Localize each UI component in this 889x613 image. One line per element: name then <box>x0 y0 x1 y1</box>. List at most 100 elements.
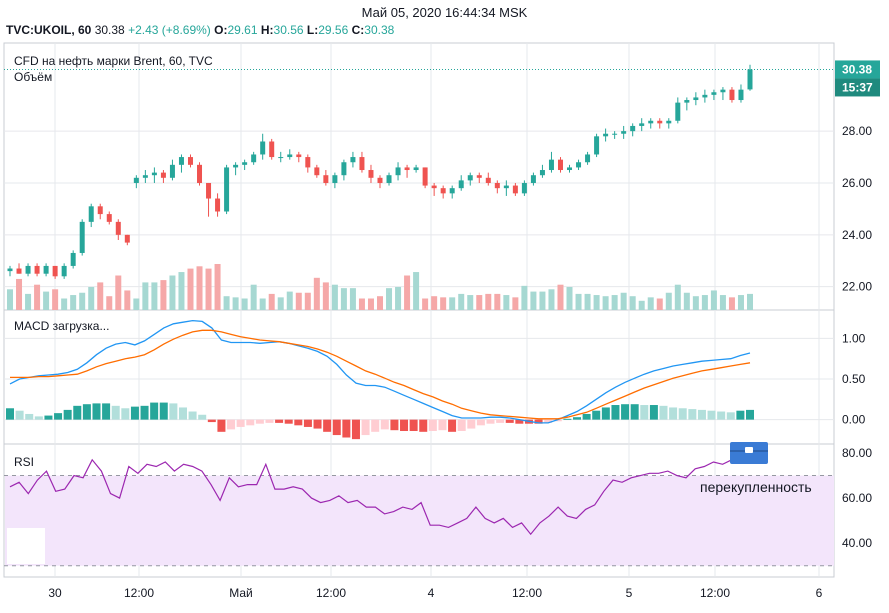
volume-bar <box>367 298 374 310</box>
volume-bar <box>719 295 726 310</box>
macd-axis[interactable]: 1.00 0.50 0.00 <box>842 331 866 426</box>
price-tick: 28.00 <box>842 124 872 138</box>
candle-body <box>684 100 690 103</box>
candle-body <box>187 157 193 165</box>
volume-bar <box>268 293 275 310</box>
volume-bar <box>205 268 212 310</box>
volume-bar <box>151 282 158 310</box>
macd-tick: 0.50 <box>842 372 866 386</box>
volume-bar <box>503 295 510 310</box>
volume-bar <box>241 298 248 310</box>
candle-body <box>305 157 311 168</box>
volume-bar <box>79 292 86 310</box>
rsi-tick: 80.00 <box>842 446 872 460</box>
candle-body <box>97 206 103 215</box>
volume-bar <box>440 297 447 310</box>
signal-line <box>10 329 751 420</box>
candle-body <box>197 164 203 183</box>
volume-bar <box>431 296 438 310</box>
candle-body <box>151 172 157 176</box>
macd-hist-bar <box>505 419 514 423</box>
macd-hist-bar <box>284 419 293 424</box>
macd-hist-bar <box>409 419 418 432</box>
time-tick: 12:00 <box>316 586 346 600</box>
macd-hist-bar <box>573 417 582 420</box>
candle-body <box>440 188 446 194</box>
macd-hist-bar <box>178 407 187 420</box>
candle-body <box>666 120 672 124</box>
candle-body <box>314 167 320 176</box>
candle-body <box>224 167 230 212</box>
volume-bar <box>602 296 609 310</box>
volume-bar <box>494 293 501 310</box>
rsi-pane-title: RSI <box>14 455 35 469</box>
macd-hist-bar <box>640 405 649 420</box>
high-label: H: <box>260 23 274 37</box>
candle-body <box>738 89 744 101</box>
volume-bar <box>512 297 519 310</box>
volume-bar <box>214 264 221 310</box>
candle-body <box>377 177 383 183</box>
candle-body <box>169 164 175 178</box>
macd-tick: 1.00 <box>842 331 866 345</box>
volume-bars <box>7 264 753 310</box>
candle-body <box>612 133 618 135</box>
volume-bar <box>223 296 230 310</box>
low-label: L: <box>306 23 319 37</box>
candle-body <box>702 94 708 98</box>
volume-bar <box>124 290 131 310</box>
candle-body <box>476 175 482 178</box>
rsi-axis[interactable]: 80.00 60.00 40.00 <box>842 446 872 550</box>
candle-body <box>576 162 582 168</box>
volume-bar <box>169 275 176 310</box>
volume-bar <box>485 293 492 310</box>
candle-body <box>368 170 374 178</box>
candle-body <box>106 214 112 222</box>
candle-body <box>287 154 293 158</box>
volume-bar <box>665 292 672 310</box>
volume-bar <box>340 288 347 310</box>
time-tick: 4 <box>428 586 435 600</box>
volume-bar <box>286 291 293 310</box>
price-badge: 30.38 15:37 <box>835 60 880 97</box>
macd-hist-bar <box>553 419 562 422</box>
symbol-label[interactable]: TVC:UKOIL, 60 <box>6 23 92 37</box>
macd-hist-bar <box>457 419 466 432</box>
volume-bar <box>557 284 564 310</box>
candle-body <box>332 175 338 183</box>
volume-bar <box>277 297 284 310</box>
volume-label: Объём <box>14 70 53 84</box>
macd-hist-bar <box>400 419 409 432</box>
candle-body <box>206 182 212 199</box>
macd-hist-bar <box>265 419 274 423</box>
macd-hist-bar <box>621 404 630 420</box>
volume-bar <box>304 292 311 310</box>
macd-hist-bar <box>380 419 389 430</box>
volume-bar <box>97 282 104 310</box>
macd-pane-title: MACD загрузка... <box>14 319 110 333</box>
volume-bar <box>647 297 654 310</box>
rsi-tick: 40.00 <box>842 536 872 550</box>
candle-body <box>52 265 58 277</box>
candle-body <box>585 154 591 163</box>
volume-bar <box>313 277 320 310</box>
volume-bar <box>575 293 582 310</box>
volume-bar <box>620 292 627 310</box>
candle-body <box>43 265 49 274</box>
briefcase-icon[interactable] <box>730 442 768 464</box>
macd-hist-bar <box>448 419 457 432</box>
macd-hist-bar <box>15 410 24 420</box>
macd-hist-bar <box>332 419 341 436</box>
close-label: C: <box>351 23 365 37</box>
macd-hist-bar <box>159 402 168 420</box>
time-axis[interactable]: 30 12:00 Май 12:00 4 12:00 5 12:00 6 <box>48 586 822 600</box>
volume-bar <box>16 278 23 310</box>
volume-bar <box>683 292 690 310</box>
macd-hist-bar <box>630 404 639 420</box>
candle-body <box>594 136 600 155</box>
volume-bar <box>747 293 753 310</box>
volume-bar <box>656 298 663 310</box>
price-axis[interactable]: 28.00 26.00 24.00 22.00 <box>842 124 872 294</box>
candle-body <box>251 154 257 163</box>
